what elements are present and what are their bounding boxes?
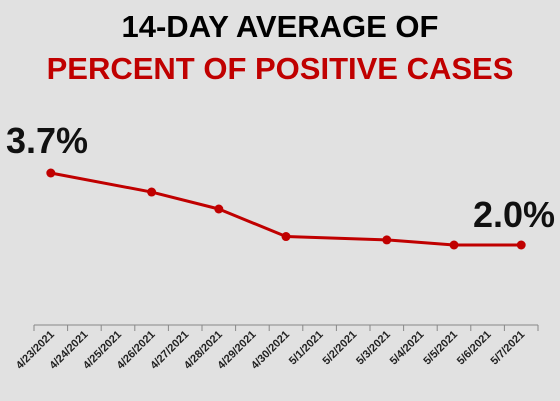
chart-title-line-2: PERCENT OF POSITIVE CASES	[46, 51, 514, 86]
data-label: 3.7%	[6, 120, 88, 161]
data-label: 2.0%	[473, 194, 555, 235]
x-tick-label: 5/2/2021	[321, 329, 360, 368]
data-point	[281, 232, 291, 242]
data-point	[214, 204, 224, 214]
x-tick-label: 5/1/2021	[287, 329, 326, 368]
data-point	[46, 168, 56, 178]
x-tick-label: 5/4/2021	[388, 329, 427, 368]
x-tick-label: 5/6/2021	[455, 329, 494, 368]
x-tick-label: 5/3/2021	[354, 329, 393, 368]
data-point	[147, 187, 157, 197]
x-tick-label: 5/5/2021	[421, 329, 460, 368]
x-tick-label: 5/7/2021	[489, 329, 528, 368]
data-point	[449, 240, 459, 250]
data-point	[382, 235, 392, 245]
chart-title-line-1: 14-DAY AVERAGE OF	[121, 9, 439, 44]
data-point	[516, 240, 526, 250]
